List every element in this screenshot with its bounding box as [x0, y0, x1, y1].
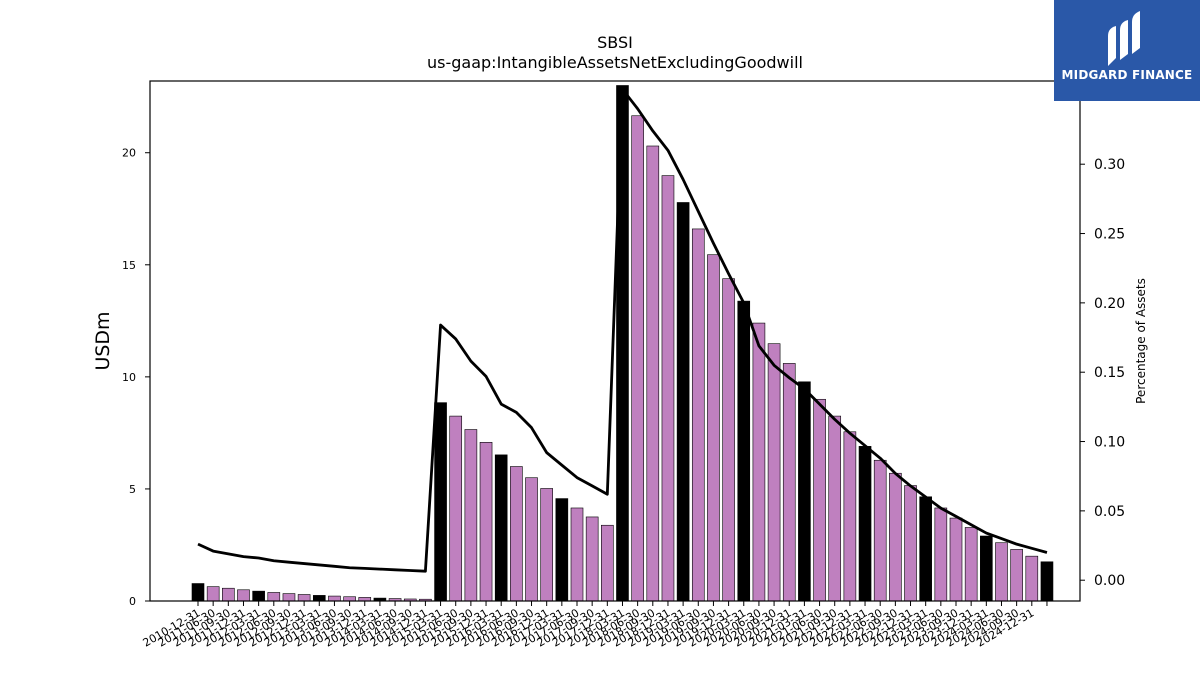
bar-2022-09-30: [904, 485, 917, 602]
bar-2020-12-31: [798, 381, 811, 602]
bar-2019-09-30: [722, 278, 735, 602]
bar-2013-06-30: [343, 596, 356, 602]
y-axis-left: 0 5 10 15 20: [122, 147, 150, 608]
logo-text: MIDGARD FINANCE: [1061, 68, 1193, 82]
bar-2023-03-31: [934, 507, 948, 602]
bar-2012-12-31: [312, 595, 326, 602]
bar-2014-12-31: [434, 402, 447, 602]
bar-2010-12-31: [191, 583, 205, 602]
plot-frame: [149, 80, 1081, 602]
bar-2023-06-30: [949, 517, 963, 602]
bar-2018-09-30: [661, 175, 675, 602]
bar-2021-03-31: [813, 398, 826, 602]
bar-2021-06-30: [828, 415, 842, 602]
y2-tick-label: 0.30: [1094, 157, 1125, 173]
bar-2017-03-31: [570, 507, 584, 602]
bar-2023-12-31: [980, 535, 993, 602]
percentage-line-layer: [197, 87, 1048, 573]
y2-tick-label: 0.10: [1094, 435, 1125, 451]
bar-2015-03-31: [449, 415, 463, 602]
bar-2024-12-31: [1040, 561, 1054, 602]
y2-tick-label: 0.00: [1094, 573, 1125, 589]
bar-2012-09-30: [297, 594, 311, 602]
bar-2015-06-30: [464, 429, 478, 602]
bar-2021-09-30: [843, 431, 857, 602]
bar-2018-06-30: [646, 145, 660, 602]
y2-tick-label: 0.20: [1094, 296, 1125, 312]
bar-2016-06-30: [525, 477, 538, 602]
bar-2024-06-30: [1010, 549, 1023, 602]
y-axis-label: USDm: [92, 311, 114, 370]
bar-2022-03-31: [873, 459, 887, 602]
bar-2021-12-31: [858, 446, 872, 602]
bar-2018-03-31: [631, 115, 644, 602]
bar-2020-09-30: [782, 363, 796, 602]
y-tick-label: 20: [122, 147, 136, 160]
chart-title: SBSI: [597, 33, 633, 52]
x-axis: 2010-12-312011-06-302011-09-302011-12-31…: [141, 601, 1048, 650]
bar-2022-12-31: [919, 496, 932, 602]
y-tick-label: 5: [129, 483, 136, 496]
y2-tick-label: 0.25: [1094, 227, 1125, 243]
chart-subtitle: us-gaap:IntangibleAssetsNetExcludingGood…: [427, 53, 803, 72]
bar-2015-12-31: [494, 454, 508, 602]
y-tick-label: 0: [129, 595, 136, 608]
y2-tick-label: 0.15: [1094, 365, 1125, 381]
midgard-finance-logo: MIDGARD FINANCE: [1054, 0, 1200, 101]
bar-2019-03-31: [691, 228, 705, 602]
bar-2017-09-30: [601, 524, 614, 602]
bar-2019-06-30: [707, 254, 720, 602]
bar-2012-06-30: [282, 593, 296, 602]
bar-2013-03-31: [328, 595, 341, 602]
bar-2024-09-30: [1025, 555, 1039, 602]
bar-2018-12-31: [676, 202, 690, 602]
y-tick-label: 15: [122, 259, 136, 272]
percentage-of-assets-line: [197, 87, 1048, 573]
bar-series: [191, 85, 1054, 602]
bar-2011-12-31: [252, 590, 265, 602]
y2-axis-label: Percentage of Assets: [1134, 278, 1148, 404]
bar-2019-12-31: [737, 300, 751, 602]
bar-2020-06-30: [767, 343, 781, 602]
bar-2022-06-30: [889, 472, 902, 602]
bar-2016-12-31: [555, 498, 569, 602]
bar-2024-03-31: [995, 542, 1008, 602]
bar-2011-06-30: [222, 587, 235, 602]
logo-mark-icon: [1108, 11, 1140, 66]
bar-2012-03-31: [267, 592, 281, 602]
bar-2016-09-30: [540, 488, 553, 602]
bar-2017-12-31: [616, 85, 629, 602]
bar-2020-03-31: [752, 322, 766, 602]
y-tick-label: 10: [122, 371, 136, 384]
y2-tick-label: 0.05: [1094, 504, 1125, 520]
y-axis-right: 0.000.050.100.150.200.250.300.35: [1080, 88, 1125, 589]
bar-2011-09-30: [237, 589, 250, 602]
bar-2017-06-30: [585, 516, 599, 602]
bar-2011-03-31: [206, 586, 220, 602]
bar-2016-03-31: [510, 466, 523, 602]
bar-2015-09-30: [479, 442, 493, 602]
bar-2023-09-30: [964, 527, 978, 602]
